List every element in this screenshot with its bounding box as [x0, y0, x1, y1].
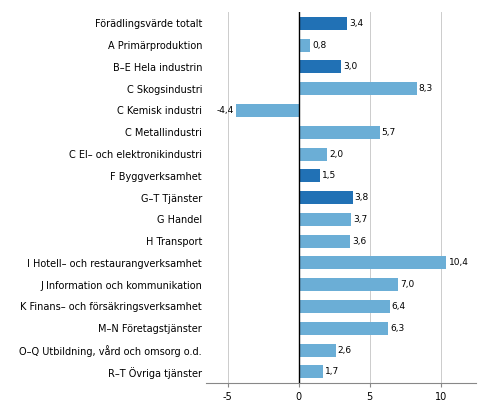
Bar: [236, 104, 299, 117]
Text: 1,7: 1,7: [325, 367, 339, 376]
Text: -4,4: -4,4: [217, 106, 234, 115]
Text: 8,3: 8,3: [419, 84, 433, 93]
Bar: [299, 60, 341, 74]
Bar: [299, 278, 398, 291]
Bar: [299, 17, 347, 30]
Text: 0,8: 0,8: [312, 41, 327, 50]
Text: 7,0: 7,0: [400, 280, 414, 289]
Bar: [299, 322, 388, 335]
Bar: [299, 213, 351, 226]
Text: 6,3: 6,3: [390, 324, 405, 333]
Bar: [299, 39, 310, 52]
Bar: [299, 82, 416, 95]
Text: 10,4: 10,4: [449, 258, 468, 267]
Text: 3,8: 3,8: [355, 193, 369, 202]
Text: 3,6: 3,6: [352, 237, 366, 246]
Bar: [299, 169, 320, 182]
Text: 1,5: 1,5: [322, 171, 336, 180]
Text: 5,7: 5,7: [382, 128, 396, 137]
Text: 2,0: 2,0: [329, 149, 343, 158]
Bar: [299, 148, 327, 161]
Bar: [299, 191, 353, 204]
Text: 2,6: 2,6: [338, 346, 352, 354]
Bar: [299, 365, 323, 379]
Bar: [299, 300, 389, 313]
Bar: [299, 126, 380, 139]
Bar: [299, 235, 350, 248]
Text: 3,4: 3,4: [349, 19, 363, 28]
Bar: [299, 256, 446, 270]
Text: 3,7: 3,7: [354, 215, 368, 224]
Text: 6,4: 6,4: [392, 302, 406, 311]
Bar: [299, 344, 335, 357]
Text: 3,0: 3,0: [343, 62, 357, 72]
